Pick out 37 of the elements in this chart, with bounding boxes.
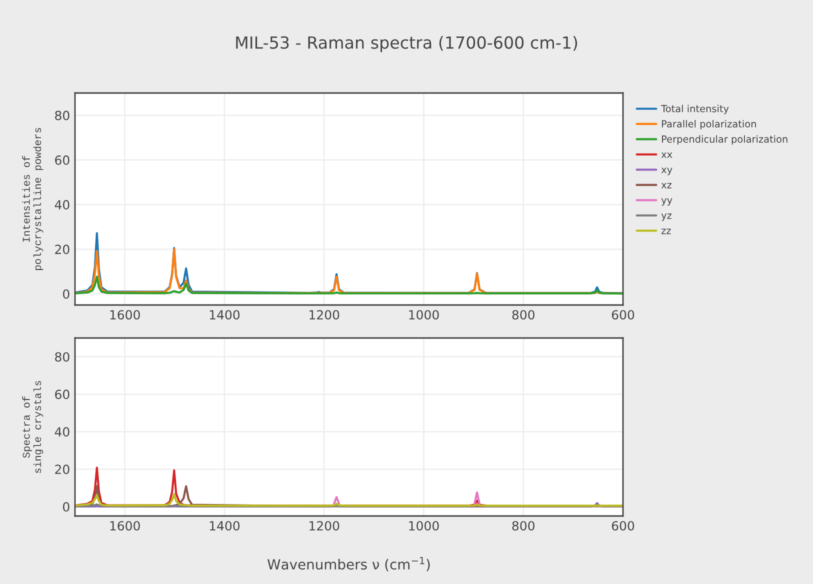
x-tick-label: 1200 — [310, 310, 340, 320]
legend-label: xy — [661, 168, 672, 176]
x-tick-label: 600 — [612, 521, 634, 531]
x-tick-label: 800 — [512, 310, 534, 320]
y-tick-label: 80 — [55, 352, 70, 362]
y-tick-label: 60 — [55, 155, 70, 165]
y-tick-label: 80 — [55, 110, 70, 120]
line-series — [75, 276, 623, 295]
x-tick-label: 800 — [512, 521, 534, 531]
y-tick-label: 20 — [55, 464, 70, 474]
line-series — [75, 493, 623, 507]
legend-label: Parallel polarization — [662, 120, 756, 130]
legend-label: Perpendicular polarization — [662, 135, 788, 145]
x-tick-label: 1000 — [409, 521, 439, 531]
x-tick-label: 1600 — [110, 310, 140, 320]
legend-label: yz — [661, 214, 672, 221]
x-tick-label: 1400 — [210, 521, 240, 531]
y-tick-label: 0 — [63, 502, 70, 512]
x-tick-label: 600 — [612, 310, 634, 320]
x-tick-label: 1600 — [110, 521, 140, 531]
legend-label: yy — [661, 198, 672, 206]
x-axis-title: Wavenumbers ν (cm$^{−1}$) — [268, 557, 430, 572]
y-tick-label: 40 — [54, 427, 70, 437]
y-axis-title: Spectra of single crystals — [22, 380, 44, 474]
legend-label: zz — [661, 228, 671, 234]
y-axis-title: Intensities of polycrystalline powders — [22, 128, 44, 270]
x-tick-label: 1200 — [310, 521, 340, 531]
legend-label: Total intensity — [661, 104, 729, 114]
y-tick-label: 20 — [55, 244, 70, 254]
x-tick-label: 1000 — [409, 310, 439, 320]
legend-label: xx — [661, 152, 672, 158]
y-tick-label: 40 — [54, 200, 70, 210]
chart-title: MIL-53 - Raman spectra (1700-600 cm-1) — [236, 36, 578, 52]
y-tick-label: 0 — [63, 289, 70, 299]
legend-label: xz — [661, 183, 672, 188]
y-tick-label: 60 — [55, 390, 70, 400]
x-tick-label: 1400 — [210, 310, 240, 320]
